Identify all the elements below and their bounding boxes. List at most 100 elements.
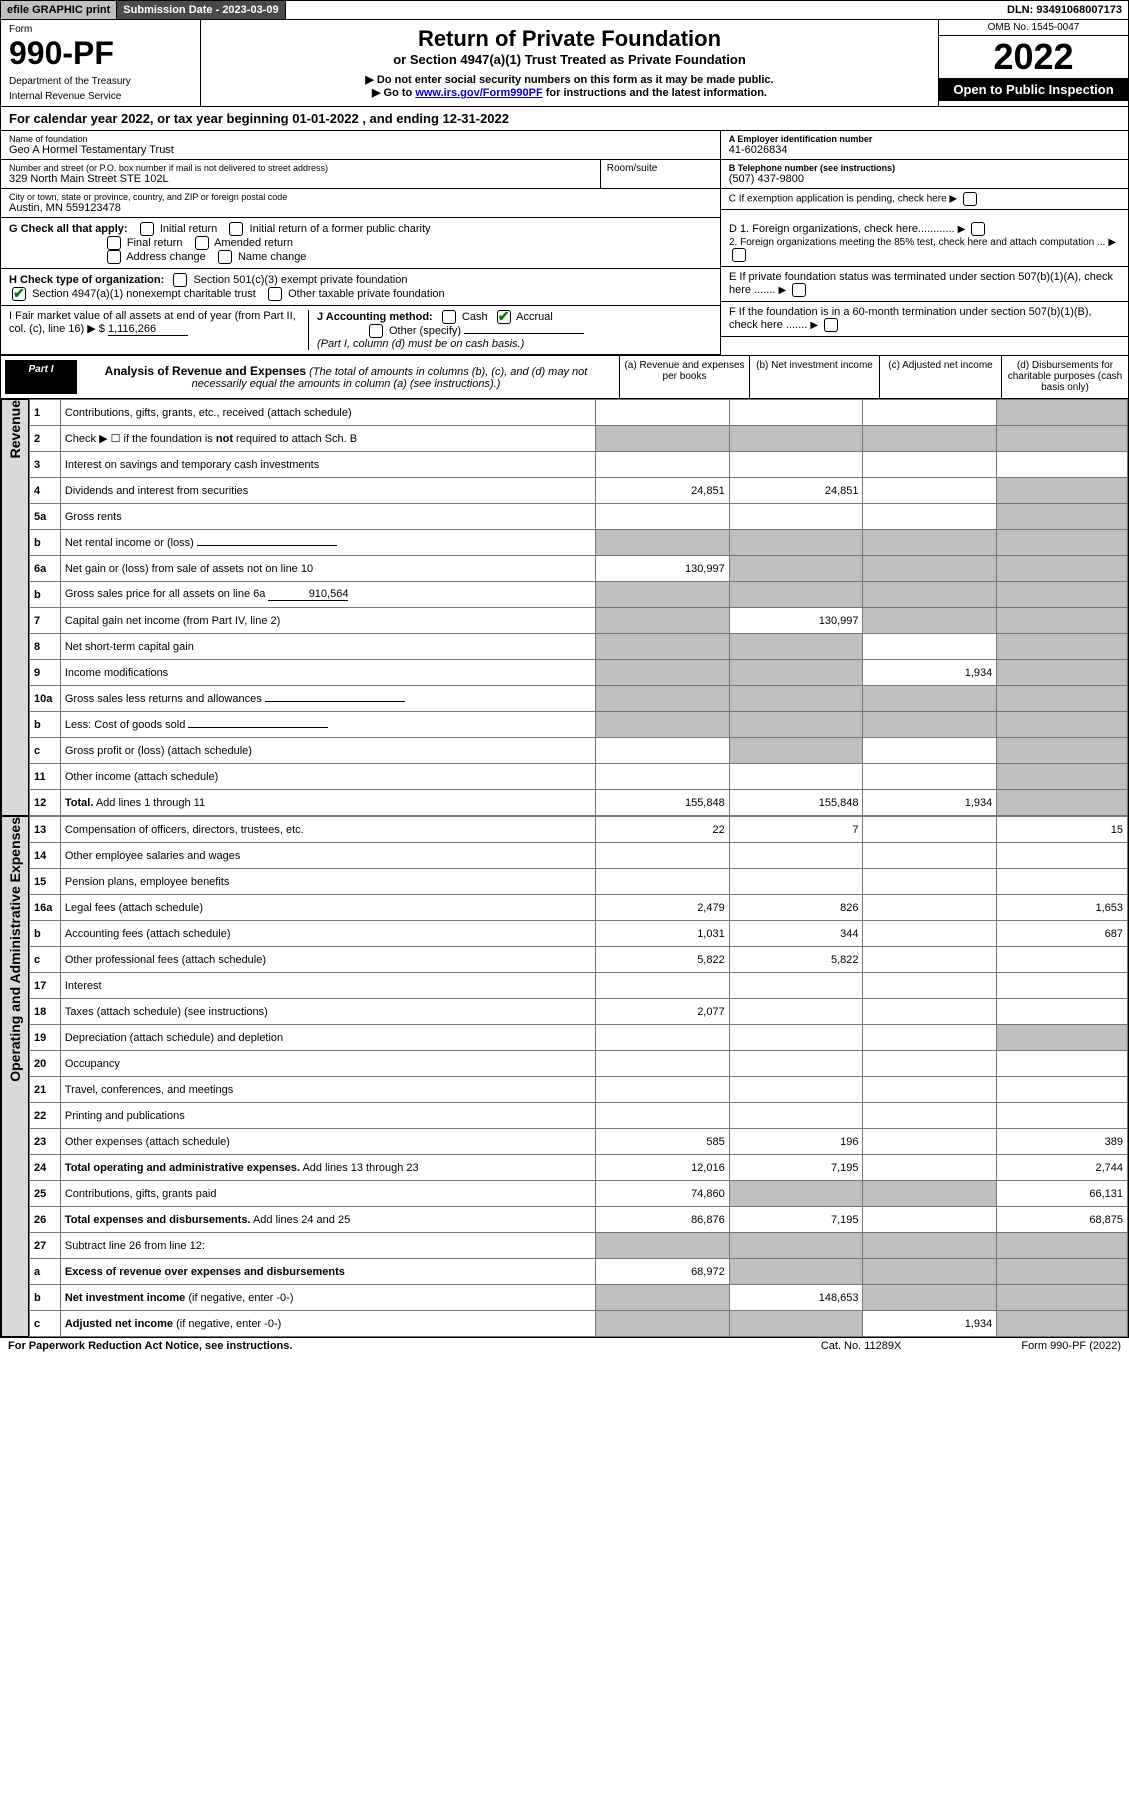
g-final-checkbox[interactable] xyxy=(107,236,121,250)
table-row: 22Printing and publications xyxy=(30,1103,1128,1129)
cell-col-c xyxy=(863,895,997,921)
cell-col-b xyxy=(729,738,863,764)
cell-col-a: 74,860 xyxy=(595,1181,729,1207)
j-accrual-checkbox[interactable] xyxy=(497,310,511,324)
cell-col-b xyxy=(729,426,863,452)
cell-col-d xyxy=(997,1259,1128,1285)
cell-col-d xyxy=(997,530,1128,556)
cell-col-b xyxy=(729,1077,863,1103)
line-desc: Interest xyxy=(60,973,595,999)
cell-col-c xyxy=(863,843,997,869)
cell-col-d xyxy=(997,738,1128,764)
table-row: 4Dividends and interest from securities2… xyxy=(30,478,1128,504)
cell-col-a xyxy=(595,426,729,452)
table-row: 15Pension plans, employee benefits xyxy=(30,869,1128,895)
cell-col-d xyxy=(997,478,1128,504)
cell-col-c xyxy=(863,478,997,504)
cell-col-b: 7 xyxy=(729,817,863,843)
g-amended-checkbox[interactable] xyxy=(195,236,209,250)
line-number: 4 xyxy=(30,478,61,504)
cell-col-b: 826 xyxy=(729,895,863,921)
c-checkbox[interactable] xyxy=(963,192,977,206)
cell-col-a xyxy=(595,1051,729,1077)
table-row: 14Other employee salaries and wages xyxy=(30,843,1128,869)
g-initial-former-checkbox[interactable] xyxy=(229,222,243,236)
f-row: F If the foundation is in a 60-month ter… xyxy=(721,302,1128,337)
line-number: 24 xyxy=(30,1155,61,1181)
form-header: Form 990-PF Department of the Treasury I… xyxy=(0,20,1129,107)
line-number: c xyxy=(30,1311,61,1337)
form-subtitle3: ▶ Go to www.irs.gov/Form990PF for instru… xyxy=(221,86,918,99)
line-number: 7 xyxy=(30,608,61,634)
cell-col-c: 1,934 xyxy=(863,1311,997,1337)
tax-year: 2022 xyxy=(939,36,1128,78)
cell-col-b xyxy=(729,843,863,869)
line-desc: Check ▶ ☐ if the foundation is not requi… xyxy=(60,426,595,452)
cell-col-d xyxy=(997,1311,1128,1337)
cell-col-a xyxy=(595,530,729,556)
table-row: 25Contributions, gifts, grants paid74,86… xyxy=(30,1181,1128,1207)
e-checkbox[interactable] xyxy=(792,283,806,297)
line-desc: Interest on savings and temporary cash i… xyxy=(60,452,595,478)
line-number: 16a xyxy=(30,895,61,921)
page-footer: For Paperwork Reduction Act Notice, see … xyxy=(0,1337,1129,1354)
form990pf-link[interactable]: www.irs.gov/Form990PF xyxy=(415,87,542,99)
j-cash-checkbox[interactable] xyxy=(442,310,456,324)
cell-col-c xyxy=(863,712,997,738)
phone-label: B Telephone number (see instructions) xyxy=(729,163,1120,173)
cell-col-c xyxy=(863,921,997,947)
table-row: aExcess of revenue over expenses and dis… xyxy=(30,1259,1128,1285)
g-initial-checkbox[interactable] xyxy=(140,222,154,236)
line-desc: Compensation of officers, directors, tru… xyxy=(60,817,595,843)
cell-col-a xyxy=(595,660,729,686)
cell-col-b xyxy=(729,764,863,790)
j-other-checkbox[interactable] xyxy=(369,324,383,338)
foundation-city: Austin, MN 559123478 xyxy=(9,202,712,214)
cell-col-a xyxy=(595,686,729,712)
line-number: 14 xyxy=(30,843,61,869)
line-desc: Total expenses and disbursements. Add li… xyxy=(60,1207,595,1233)
cell-col-b: 344 xyxy=(729,921,863,947)
cell-col-c xyxy=(863,1025,997,1051)
d2-checkbox[interactable] xyxy=(732,248,746,262)
col-c-hdr: (c) Adjusted net income xyxy=(880,355,1002,399)
line-number: 17 xyxy=(30,973,61,999)
cell-col-b: 5,822 xyxy=(729,947,863,973)
g-address-checkbox[interactable] xyxy=(107,250,121,264)
line-desc: Gross sales less returns and allowances xyxy=(60,686,595,712)
cell-col-a xyxy=(595,1285,729,1311)
cell-col-d xyxy=(997,999,1128,1025)
footer-mid: Cat. No. 11289X xyxy=(821,1340,902,1352)
line-desc: Total operating and administrative expen… xyxy=(60,1155,595,1181)
cell-col-a: 12,016 xyxy=(595,1155,729,1181)
cell-col-b xyxy=(729,452,863,478)
table-row: cAdjusted net income (if negative, enter… xyxy=(30,1311,1128,1337)
col-a-hdr: (a) Revenue and expenses per books xyxy=(620,355,750,399)
h-4947-checkbox[interactable] xyxy=(12,287,26,301)
cell-col-d: 2,744 xyxy=(997,1155,1128,1181)
phone-value: (507) 437-9800 xyxy=(729,173,1120,185)
h-501c3-checkbox[interactable] xyxy=(173,273,187,287)
cell-col-d xyxy=(997,843,1128,869)
foundation-name: Geo A Hormel Testamentary Trust xyxy=(9,144,712,156)
line-desc: Contributions, gifts, grants, etc., rece… xyxy=(60,400,595,426)
cell-col-d: 1,653 xyxy=(997,895,1128,921)
cell-col-a xyxy=(595,764,729,790)
g-name-checkbox[interactable] xyxy=(218,250,232,264)
line-number: 12 xyxy=(30,790,61,816)
h-other-checkbox[interactable] xyxy=(268,287,282,301)
cell-col-b xyxy=(729,1025,863,1051)
cell-col-b: 196 xyxy=(729,1129,863,1155)
cell-col-d xyxy=(997,400,1128,426)
room-suite: Room/suite xyxy=(600,160,720,189)
line-number: b xyxy=(30,530,61,556)
form-subtitle2: ▶ Do not enter social security numbers o… xyxy=(221,73,918,86)
table-row: 13Compensation of officers, directors, t… xyxy=(30,817,1128,843)
line-number: 15 xyxy=(30,869,61,895)
table-row: 9Income modifications1,934 xyxy=(30,660,1128,686)
efile-label[interactable]: efile GRAPHIC print xyxy=(1,1,117,19)
name-label: Name of foundation xyxy=(9,134,712,144)
d1-checkbox[interactable] xyxy=(971,222,985,236)
f-checkbox[interactable] xyxy=(824,318,838,332)
cell-col-a xyxy=(595,973,729,999)
